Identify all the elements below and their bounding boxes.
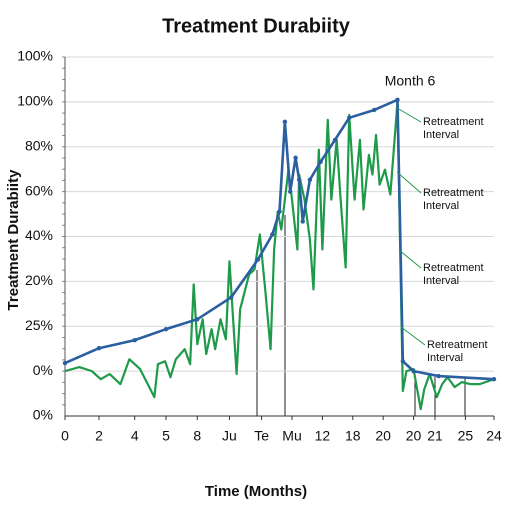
point <box>288 189 293 194</box>
point <box>270 232 275 237</box>
x-tick-label: 12 <box>315 428 331 444</box>
series-line <box>64 100 495 411</box>
annotation-leader <box>400 326 426 346</box>
x-tick-label: 20 <box>375 428 391 444</box>
annotation: Month 6 <box>385 73 436 89</box>
point <box>293 155 298 160</box>
chart-title: Treatment Durabiity <box>162 15 351 37</box>
annotation-leader <box>398 249 422 269</box>
point <box>282 119 288 125</box>
y-tick-label: 0% <box>33 407 53 423</box>
annotation-leader <box>396 107 422 123</box>
point <box>436 373 441 379</box>
point <box>318 159 323 164</box>
point <box>229 295 234 300</box>
point <box>347 115 352 121</box>
y-tick-label: 0% <box>33 362 53 378</box>
annotation: Retreatment <box>423 116 484 128</box>
x-tick-label: 18 <box>345 428 361 444</box>
annotation: Retreatment <box>423 187 484 199</box>
point <box>96 346 102 351</box>
point <box>62 360 68 366</box>
series-line <box>64 98 495 381</box>
x-tick-label: 2 <box>95 428 103 444</box>
y-tick-label: 100% <box>17 48 53 64</box>
x-tick-label: Mu <box>282 428 301 444</box>
y-tick-label: 60% <box>25 182 53 198</box>
point <box>395 97 400 103</box>
point <box>296 177 302 182</box>
point <box>411 368 416 374</box>
point <box>163 326 169 332</box>
point <box>300 219 305 224</box>
x-tick-label: 25 <box>458 428 474 444</box>
x-tick-label: Te <box>254 428 269 444</box>
point <box>255 257 261 262</box>
point <box>400 359 406 364</box>
y-tick-label: 100% <box>17 93 53 109</box>
y-tick-label: 20% <box>25 272 53 288</box>
y-tick-label: 40% <box>25 227 53 243</box>
x-tick-label: 8 <box>193 428 201 444</box>
y-tick-label: 25% <box>25 317 53 333</box>
annotation: Interval <box>423 275 459 287</box>
x-tick-label: 5 <box>162 428 170 444</box>
x-tick-label: 0 <box>61 428 69 444</box>
x-tick-label: 20 <box>406 428 422 444</box>
x-tick-label: 4 <box>131 428 139 444</box>
annotation: Retreatment <box>427 339 488 351</box>
annotation: Interval <box>423 200 459 212</box>
y-tick-label: 80% <box>25 137 53 153</box>
annotation: Retreatment <box>423 262 484 274</box>
point <box>307 177 313 182</box>
point <box>132 337 137 343</box>
x-axis-label: Time (Months) <box>205 483 307 500</box>
point <box>277 209 282 214</box>
x-tick-label: 21 <box>427 428 443 444</box>
point <box>491 377 497 382</box>
annotation: Interval <box>423 129 459 141</box>
x-tick-label: 24 <box>486 428 502 444</box>
annotation-leader <box>396 171 422 194</box>
y-axis-label: Treatment Durabiity <box>5 169 22 311</box>
point <box>195 317 200 322</box>
x-tick-label: Ju <box>222 428 237 444</box>
point <box>372 107 377 113</box>
annotation: Interval <box>427 352 463 364</box>
point <box>332 137 338 143</box>
